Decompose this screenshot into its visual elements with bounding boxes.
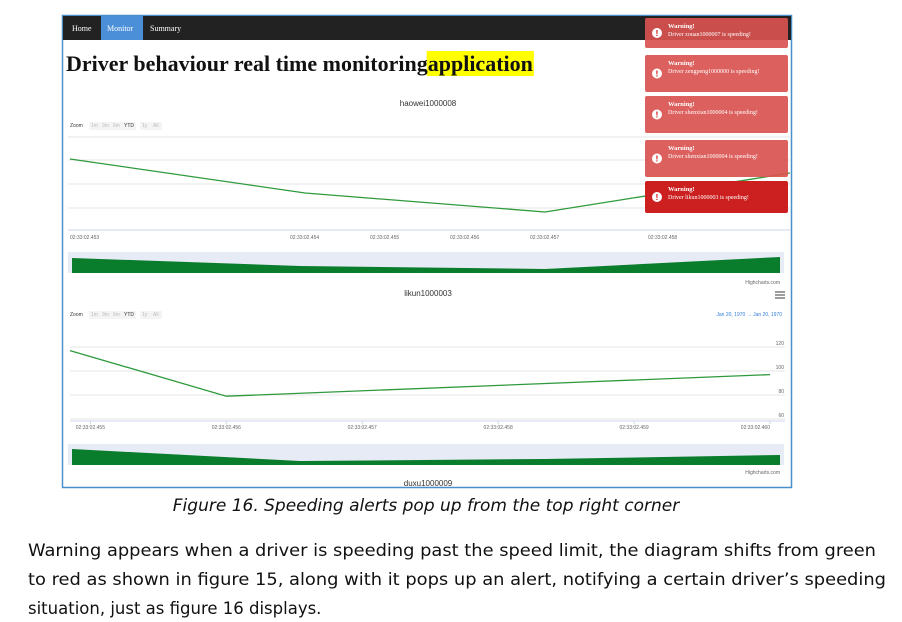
alert-message: Driver zouan1000007 is speeding! xyxy=(668,32,751,38)
zoom-button[interactable]: 3m xyxy=(102,123,109,129)
zoom-button-bg xyxy=(122,311,136,319)
chart-title: duxu1000009 xyxy=(404,479,453,488)
alert-message: Driver shenxian1000004 is speeding! xyxy=(668,154,758,160)
alert-icon-mark: ! xyxy=(656,29,659,38)
alert-box[interactable] xyxy=(645,55,788,92)
zoom-button[interactable]: 1m xyxy=(91,312,98,318)
caption: Figure 16. Speeding alerts pop up from t… xyxy=(173,496,680,516)
zoom-button[interactable]: 1m xyxy=(91,123,98,129)
series-line xyxy=(69,349,771,397)
chart2: 120 100 80 60 02:33:02.455 02:33:02.456 02:33:… xyxy=(69,341,785,431)
app-title-highlight: application xyxy=(428,51,533,76)
highlight xyxy=(426,51,534,76)
range-from: Jan 20, 1970 xyxy=(716,312,745,318)
alert-message: Driver likun1000003 is speeding! xyxy=(668,195,749,201)
date-range: Jan 20, 1970 → Jan 20, 1970 xyxy=(716,312,782,318)
x-tick-label: 02:33:02.457 xyxy=(530,235,559,241)
zoom-button[interactable]: All xyxy=(153,123,159,129)
zoom-button-bg xyxy=(100,311,111,319)
x-tick-label: 02:33:02.453 xyxy=(70,235,99,241)
alert-heading: Warning! xyxy=(668,23,695,30)
x-tick-label: 02:33:02.456 xyxy=(212,425,241,431)
zoom-button-bg xyxy=(111,122,122,130)
alert-icon-mark: ! xyxy=(656,193,659,202)
zoom-row: Zoom 1m 3m 6m YTD 1y All xyxy=(70,311,162,319)
x-tick-label: 02:33:02.458 xyxy=(648,235,677,241)
alert-icon xyxy=(652,109,662,120)
y-tick-label: 100 xyxy=(776,365,785,371)
zoom-button[interactable]: 6m xyxy=(113,312,120,318)
navigator-area xyxy=(72,257,780,273)
chart-title: likun1000003 xyxy=(404,289,452,298)
zoom-label: Zoom xyxy=(70,312,83,318)
zoom-button-bg xyxy=(140,311,151,319)
credits: Highcharts.com xyxy=(745,470,780,476)
zoom-button-bg xyxy=(122,122,136,130)
x-tick-label: 02:33:02.455 xyxy=(370,235,399,241)
menu-icon[interactable] xyxy=(775,291,785,299)
credits: Highcharts.com xyxy=(745,280,780,286)
alert-icon xyxy=(652,68,662,79)
paragraph-line: situation, just as figure 16 displays. xyxy=(28,599,321,618)
zoom-button-bg xyxy=(89,311,100,319)
zoom-button[interactable]: 3m xyxy=(102,312,109,318)
x-tick-label: 02:33:02.460 xyxy=(741,425,770,431)
x-tick-label: 02:33:02.458 xyxy=(484,425,513,431)
nav-item[interactable]: Monitor xyxy=(107,24,134,33)
alert-heading: Warning! xyxy=(668,101,695,108)
x-tick-label: 02:33:02.457 xyxy=(348,425,377,431)
alerts: ! Warning! Driver zouan1000007 is speeding… xyxy=(645,18,788,213)
alert-box[interactable] xyxy=(645,18,788,48)
alert-message: Driver zengpeng1000000 is speeding! xyxy=(668,69,759,75)
zoom-button[interactable]: 6m xyxy=(113,123,120,129)
zoom-button-bg xyxy=(100,122,111,130)
alert-icon xyxy=(652,28,662,38)
zoom-button[interactable]: 1y xyxy=(142,123,148,129)
paragraph-line: Warning appears when a driver is speedin… xyxy=(28,541,876,560)
zoom-button[interactable]: YTD xyxy=(124,123,134,129)
y-tick-label: 80 xyxy=(778,389,784,395)
x-tick-label: 02:33:02.454 xyxy=(290,235,319,241)
navigator-area xyxy=(72,449,780,465)
alert-box[interactable] xyxy=(645,96,788,133)
alert-icon-mark: ! xyxy=(656,70,659,79)
chart-title: haowei1000008 xyxy=(400,99,457,108)
alert-heading: Warning! xyxy=(668,145,695,152)
y-tick-label: 120 xyxy=(776,341,785,347)
alert-message: Driver shenxian1000004 is speeding! xyxy=(668,110,758,116)
x-labels: 02:33:02.453 02:33:02.454 02:33:02.455 02:3… xyxy=(70,235,677,241)
range-to: Jan 20, 1970 xyxy=(753,312,782,318)
alert-box[interactable] xyxy=(645,181,788,213)
zoom-row: Zoom 1m 3m 6m YTD 1y All xyxy=(70,122,162,130)
nav-item[interactable]: Summary xyxy=(150,24,181,33)
alert-box[interactable] xyxy=(645,140,788,177)
alert-icon xyxy=(652,192,662,202)
alert-heading: Warning! xyxy=(668,60,695,67)
y-tick-label: 60 xyxy=(778,413,784,419)
paragraph-line: to red as shown in figure 15, along with… xyxy=(28,570,886,589)
zoom-button-bg xyxy=(151,122,162,130)
zoom-label: Zoom xyxy=(70,123,83,129)
alert-icon-mark: ! xyxy=(656,155,659,164)
zoom-button-bg xyxy=(151,311,162,319)
zoom-button-bg xyxy=(111,311,122,319)
zoom-button-bg xyxy=(140,122,151,130)
x-tick-label: 02:33:02.456 xyxy=(450,235,479,241)
screenshot-frame xyxy=(61,14,793,489)
alert-icon-mark: ! xyxy=(656,111,659,120)
range-arrow: → xyxy=(747,312,752,318)
alert-heading: Warning! xyxy=(668,186,695,193)
x-tick-label: 02:33:02.455 xyxy=(76,425,105,431)
nav-item[interactable]: Home xyxy=(72,24,92,33)
zoom-button[interactable]: YTD xyxy=(124,312,134,318)
zoom-button[interactable]: All xyxy=(153,312,159,318)
zoom-button[interactable]: 1y xyxy=(142,312,148,318)
nav-active xyxy=(101,16,143,40)
alert-icon xyxy=(652,153,662,164)
x-tick-label: 02:33:02.459 xyxy=(619,425,648,431)
app-title: Driver behaviour real time monitoring xyxy=(66,51,428,76)
zoom-button-bg xyxy=(89,122,100,130)
